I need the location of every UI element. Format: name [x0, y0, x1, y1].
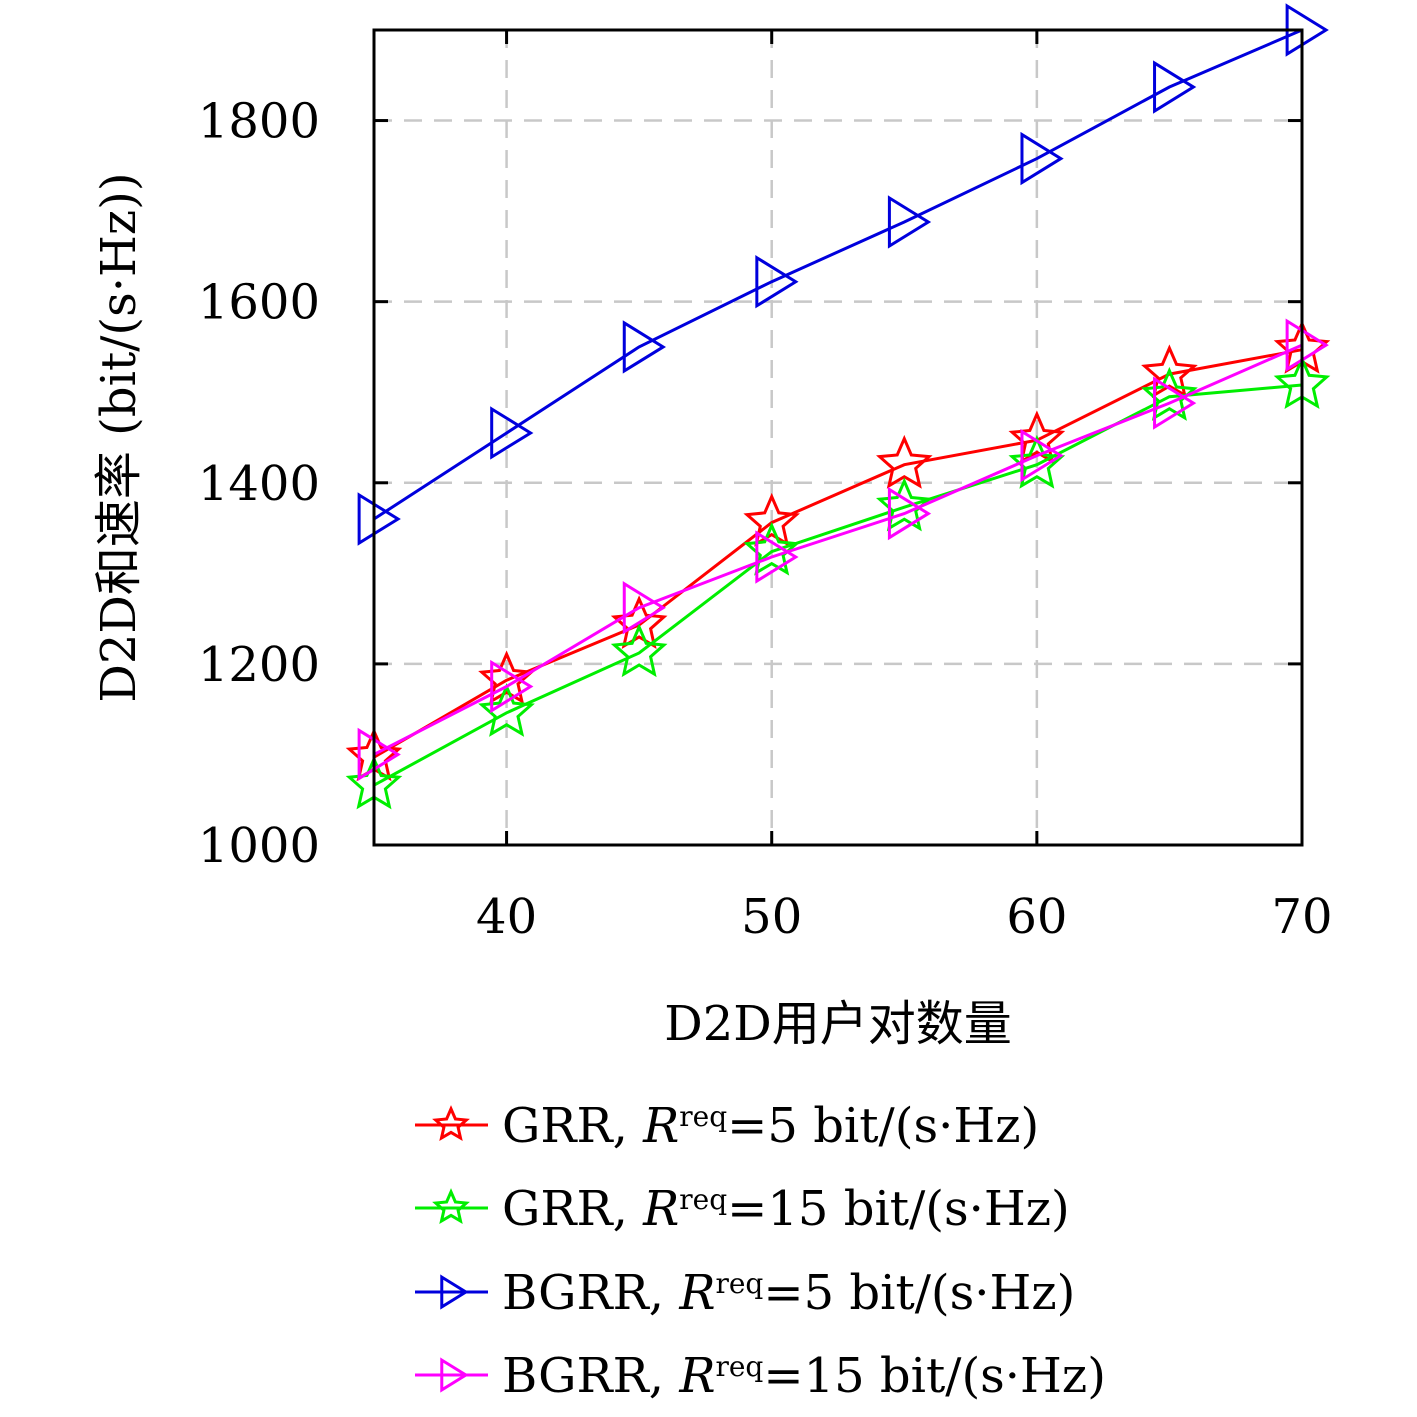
data-point-marker — [622, 320, 666, 374]
data-point-marker — [610, 595, 668, 650]
data-point-marker — [478, 683, 535, 737]
legend-marker — [440, 1274, 469, 1310]
data-point-marker — [357, 727, 401, 782]
legend-item: BGRR, Rreq=5 bit/(s·Hz) — [415, 1265, 1075, 1321]
data-point-marker — [622, 581, 666, 635]
data-point-marker — [755, 530, 799, 584]
data-point-marker — [610, 623, 668, 678]
series-2 — [345, 355, 1331, 810]
y-tick-label: 1400 — [198, 456, 320, 512]
legend-label: GRR, Rreq=15 bit/(s·Hz) — [502, 1181, 1070, 1237]
data-point-marker — [1020, 131, 1064, 186]
data-point-marker — [1008, 410, 1066, 465]
series-layer — [345, 3, 1331, 810]
data-point-marker — [490, 659, 534, 714]
legend-item: GRR, Rreq=15 bit/(s·Hz) — [415, 1181, 1070, 1237]
series-line — [373, 343, 1303, 756]
legend: GRR, Rreq=5 bit/(s·Hz) GRR, Rreq=15 bit/(… — [415, 1098, 1106, 1404]
data-point-marker — [1153, 60, 1197, 114]
plot-frame — [372, 28, 1304, 847]
series-line — [373, 28, 1303, 521]
y-tick-label: 1800 — [198, 94, 320, 150]
x-tick-label: 50 — [741, 889, 802, 945]
legend-label: GRR, Rreq=5 bit/(s·Hz) — [502, 1098, 1039, 1154]
x-axis-label: D2D用户对数量 — [664, 996, 1012, 1052]
legend-label: BGRR, Rreq=15 bit/(s·Hz) — [502, 1348, 1106, 1404]
x-tick-label: 40 — [476, 889, 537, 945]
y-tick-label: 1000 — [198, 818, 320, 874]
legend-item: GRR, Rreq=5 bit/(s·Hz) — [415, 1098, 1039, 1154]
data-point-marker — [1285, 318, 1329, 372]
data-point-marker — [357, 492, 401, 546]
legend-item: BGRR, Rreq=15 bit/(s·Hz) — [415, 1348, 1106, 1404]
series-4 — [357, 318, 1329, 782]
data-point-marker — [743, 492, 800, 547]
data-point-marker — [478, 650, 535, 705]
data-point-marker — [1020, 428, 1064, 483]
series-1 — [345, 319, 1331, 782]
y-tick-label: 1600 — [198, 275, 320, 331]
data-point-marker — [1141, 344, 1198, 399]
data-point-marker — [876, 434, 933, 489]
legend-marker — [440, 1357, 469, 1393]
x-tick-label: 70 — [1271, 889, 1332, 945]
data-point-marker — [1141, 366, 1198, 421]
legend-label: BGRR, Rreq=5 bit/(s·Hz) — [502, 1265, 1075, 1321]
x-tick-label: 60 — [1006, 889, 1067, 945]
y-tick-label: 1200 — [198, 637, 320, 693]
data-point-marker — [876, 477, 933, 532]
grid-lines — [374, 30, 1302, 845]
data-point-marker — [1008, 434, 1066, 489]
data-point-marker — [887, 486, 932, 541]
data-point-marker — [490, 406, 534, 460]
data-point-marker — [743, 521, 800, 576]
data-point-marker — [887, 195, 932, 249]
legend-marker — [432, 1188, 470, 1225]
series-line — [373, 383, 1303, 787]
data-point-marker — [1153, 376, 1197, 430]
legend-marker — [432, 1105, 470, 1142]
axis-ticks: 40 50 60 70 1000 1200 1400 1600 1800 — [198, 30, 1333, 945]
data-point-marker — [755, 255, 799, 309]
series-3 — [357, 3, 1329, 546]
y-axis-label: D2D和速率 (bit/(s·Hz)) — [91, 172, 147, 702]
